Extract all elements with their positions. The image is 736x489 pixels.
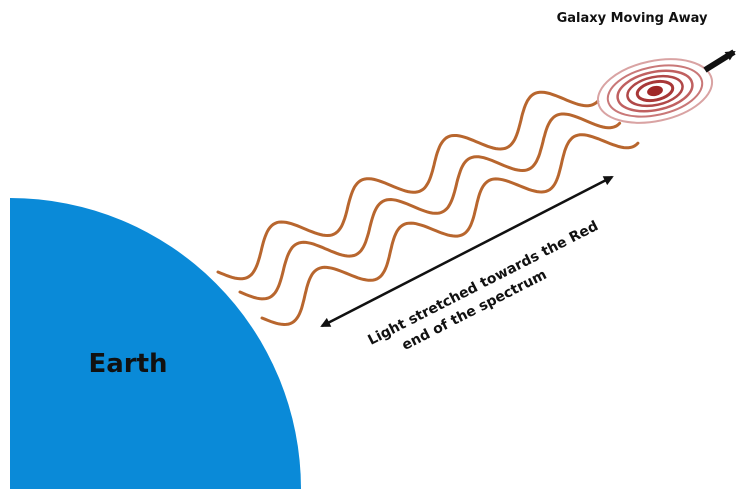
galaxy-label: Galaxy Moving Away	[557, 11, 708, 26]
diagram: Galaxy Moving Away Light stretched towar…	[0, 0, 736, 489]
earth-label: Earth	[88, 349, 167, 379]
earth	[10, 198, 301, 489]
stretch-arrow	[322, 177, 612, 326]
arrow-label-line: Light stretched towards the Red	[365, 218, 601, 349]
light-waves	[218, 92, 638, 324]
galaxy-motion-arrow	[705, 52, 734, 70]
galaxy	[592, 50, 718, 133]
